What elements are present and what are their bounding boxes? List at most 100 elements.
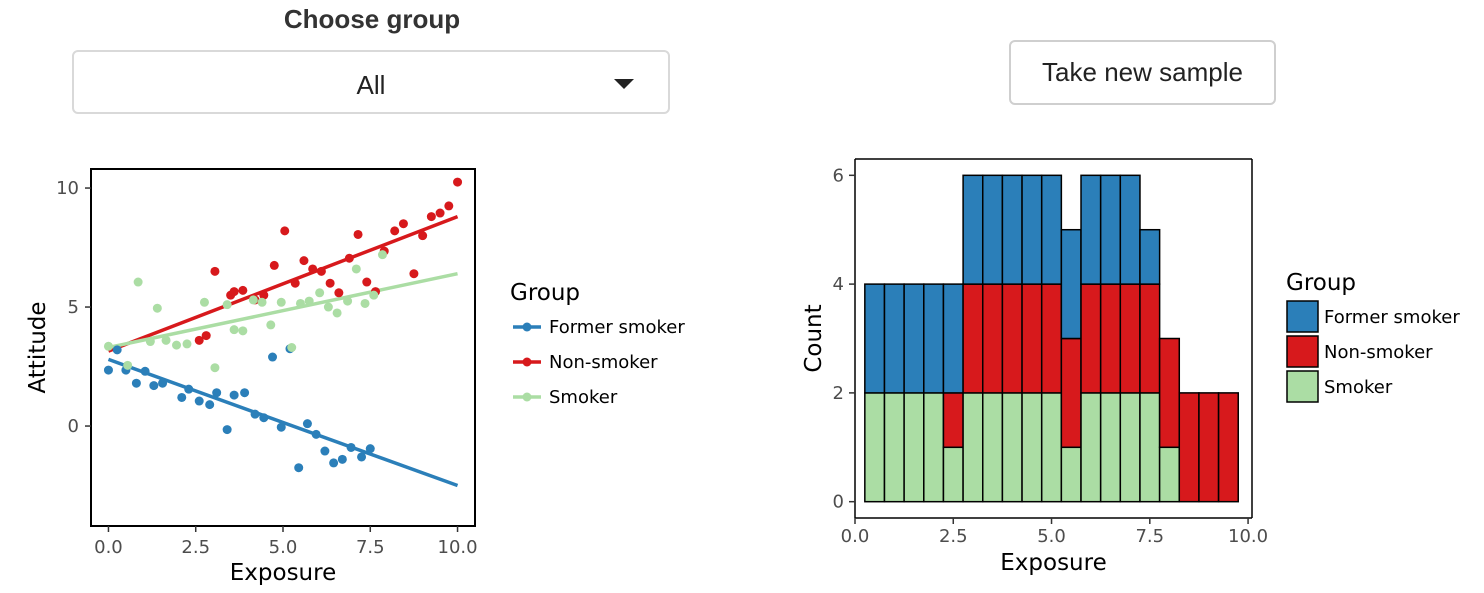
group-select[interactable]: All (72, 50, 670, 114)
data-point (325, 278, 335, 288)
data-point (222, 425, 232, 435)
y-tick-label: 10 (56, 178, 79, 199)
x-tick-label: 10.0 (1228, 526, 1268, 547)
data-point (344, 253, 354, 263)
y-axis-title: Count (801, 304, 827, 372)
histogram-bar (1139, 228, 1161, 285)
trend-line (107, 357, 459, 488)
histogram-bar (1119, 174, 1141, 285)
x-axis-title: Exposure (230, 560, 336, 586)
legend-swatch (1286, 370, 1319, 403)
x-tick-label: 0.0 (841, 526, 870, 547)
histogram-bar (981, 283, 1004, 394)
x-tick-label: 2.5 (181, 537, 210, 558)
histogram-bar (1198, 392, 1220, 503)
data-point (316, 266, 326, 276)
data-point (199, 297, 209, 307)
data-point (259, 290, 269, 300)
data-point (329, 458, 339, 468)
data-point (353, 229, 363, 239)
data-point (177, 392, 187, 402)
y-axis-title: Attitude (25, 301, 51, 393)
data-point (304, 296, 314, 306)
x-tick-label: 10.0 (438, 537, 478, 558)
data-point (131, 378, 141, 388)
legend-label: Former smoker (549, 317, 685, 338)
data-point (287, 343, 297, 352)
data-point (161, 335, 171, 345)
data-point (229, 287, 239, 297)
data-point (210, 266, 220, 276)
data-point (362, 277, 372, 287)
legend-label: Former smoker (1324, 307, 1460, 328)
data-point (222, 300, 232, 310)
histogram-bar (903, 392, 925, 503)
trend-line (107, 214, 459, 353)
histogram-bar (1139, 392, 1161, 503)
histogram-bar (1021, 174, 1043, 285)
x-tick-label: 7.5 (356, 537, 385, 558)
histogram-bar (1080, 392, 1102, 503)
histogram-bar (1119, 392, 1141, 503)
y-tick-label: 2 (833, 383, 844, 404)
histogram-bar (942, 446, 964, 503)
data-point (346, 442, 356, 452)
legend-swatch (1286, 300, 1319, 333)
data-point (294, 463, 304, 473)
data-point (172, 340, 182, 350)
data-point (103, 341, 113, 351)
data-point (248, 295, 258, 305)
y-tick-label: 0 (68, 416, 79, 437)
legend-point (522, 357, 532, 367)
histogram-bar (1099, 392, 1122, 503)
data-point (369, 290, 379, 300)
histogram-bar (903, 283, 925, 394)
y-tick-label: 0 (833, 492, 844, 513)
legend-point (522, 322, 532, 332)
data-point (205, 400, 215, 410)
x-tick-label: 0.0 (94, 537, 123, 558)
data-point (257, 297, 267, 307)
histogram-bar (1119, 283, 1141, 394)
histogram-bar (1060, 228, 1082, 340)
histogram-bar (981, 392, 1004, 503)
data-point (426, 212, 436, 222)
histogram-bar (1158, 446, 1181, 503)
x-axis-title: Exposure (1000, 550, 1106, 576)
histogram-bar (962, 392, 984, 503)
data-point (194, 335, 204, 345)
data-point (152, 303, 162, 313)
histogram-bar (1178, 392, 1200, 503)
data-point (184, 384, 194, 394)
histogram-bar (1040, 283, 1063, 394)
histogram-bar (1217, 392, 1239, 503)
take-new-sample-button[interactable]: Take new sample (1009, 40, 1276, 105)
data-point (444, 201, 454, 211)
data-point (357, 452, 367, 462)
legend-label: Non-smoker (549, 352, 658, 373)
x-tick-label: 5.0 (1037, 526, 1066, 547)
legend-swatch (1286, 335, 1319, 368)
data-point (337, 454, 347, 464)
data-point (323, 302, 333, 312)
data-point (299, 256, 309, 266)
legend-title: Group (1286, 270, 1356, 296)
histogram-bar (942, 392, 964, 449)
data-point (212, 388, 222, 398)
data-point (343, 296, 353, 306)
histogram-bar (864, 283, 886, 394)
histogram-bar (1060, 337, 1082, 449)
data-point (334, 288, 344, 298)
data-point (201, 331, 211, 341)
data-point (140, 366, 150, 376)
histogram-bar (1040, 392, 1063, 503)
histogram-bar (981, 174, 1004, 285)
scatter-chart: 0.0 2.5 5.0 7.5 10.0 0 5 10 Exposure Attitude Grou… (25, 168, 685, 586)
data-point (398, 219, 408, 229)
y-tick-label: 4 (833, 274, 844, 295)
data-point (158, 378, 168, 388)
histogram-bar (883, 283, 905, 394)
y-tick-label: 6 (833, 165, 844, 186)
histogram-bar (942, 283, 964, 394)
